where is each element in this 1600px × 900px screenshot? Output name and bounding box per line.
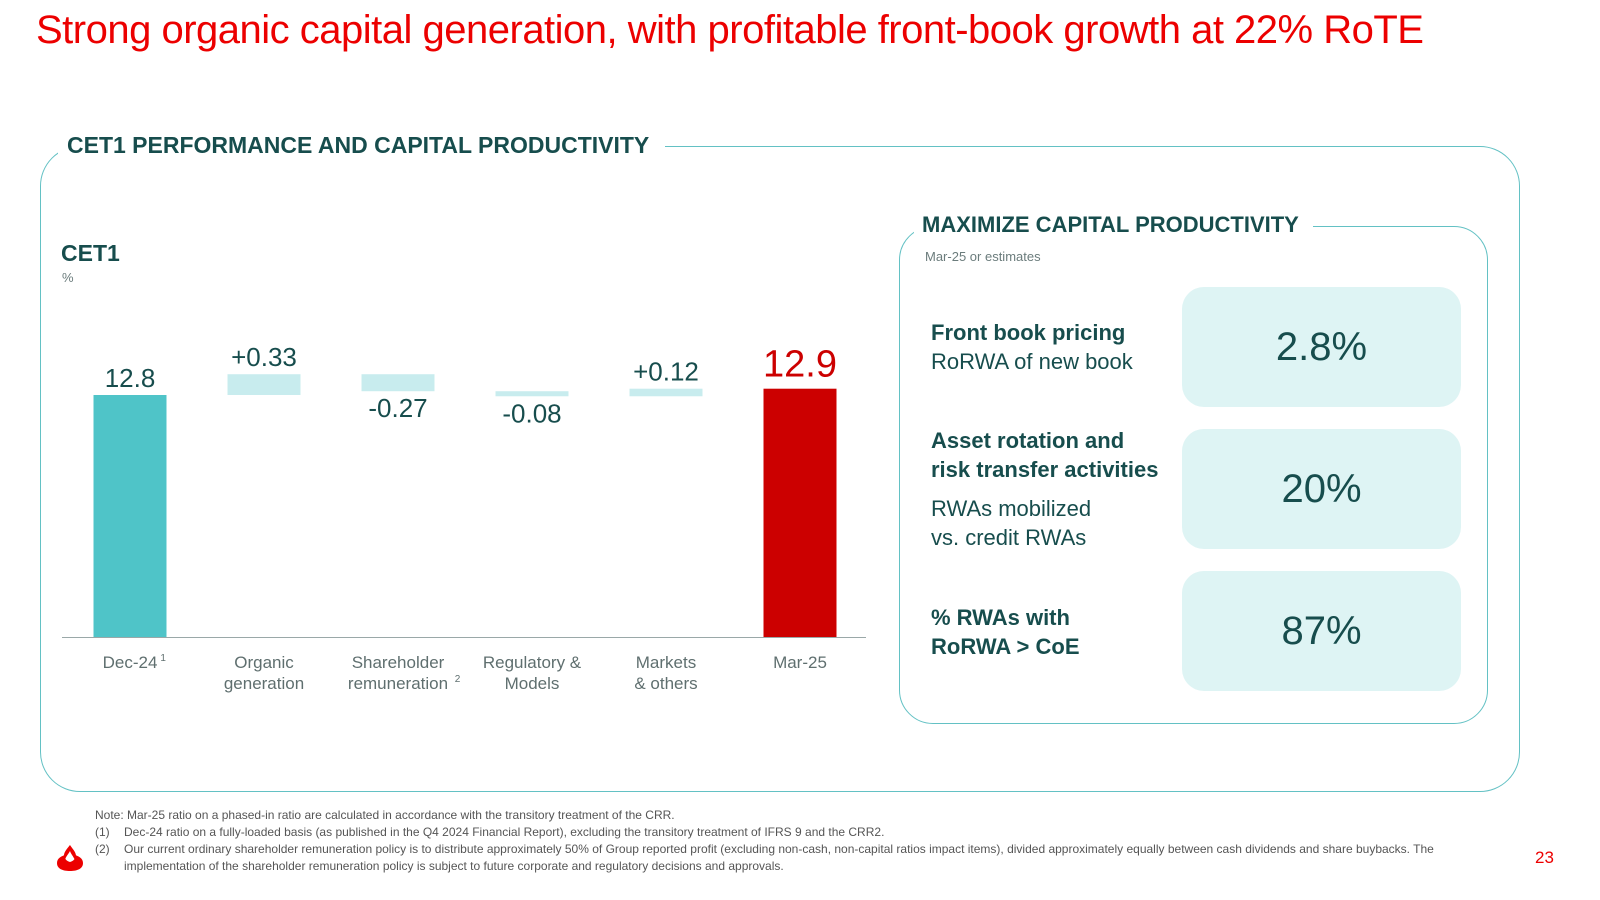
footnote-number: (1)	[95, 825, 110, 839]
note-text: Note: Mar-25 ratio on a phased-in ratio …	[95, 808, 675, 822]
category-label: & others	[634, 674, 697, 693]
metric-description: RWAs mobilized	[931, 496, 1092, 521]
section-title: CET1 PERFORMANCE AND CAPITAL PRODUCTIVIT…	[58, 132, 666, 159]
bar-3	[361, 374, 435, 392]
bar-4	[495, 391, 569, 397]
data-label-2: +0.33	[231, 342, 297, 372]
metric-title: Asset rotation and	[931, 428, 1125, 453]
metric-description-line2: vs. credit RWAs	[931, 525, 1087, 550]
category-label: Shareholder	[352, 653, 445, 672]
metric-front-book-value: 2.8%	[1182, 287, 1461, 407]
bar-6	[763, 388, 837, 637]
category-label: Mar-25	[773, 653, 827, 672]
category-label: remuneration	[348, 674, 448, 693]
chart-title: CET1	[61, 240, 120, 266]
data-label-1: 12.8	[105, 363, 156, 393]
category-footnote-marker: 2	[455, 674, 461, 685]
footnote-text: Dec-24 ratio on a fully-loaded basis (as…	[124, 825, 885, 839]
panel-subtitle: Mar-25 or estimates	[925, 249, 1041, 264]
santander-flame-logo	[57, 845, 83, 871]
bar-1	[93, 395, 167, 637]
bar-2	[227, 374, 301, 395]
data-label-6: 12.9	[763, 344, 837, 386]
footnotes: Note: Mar-25 ratio on a phased-in ratio …	[95, 807, 1515, 875]
footnote-2: (2) Our current ordinary shareholder rem…	[95, 841, 1515, 875]
data-label-4: -0.08	[502, 398, 561, 428]
chart-unit: %	[62, 270, 74, 285]
slide-title: Strong organic capital generation, with …	[36, 8, 1424, 52]
metric-asset-rotation-label: Asset rotation and risk transfer activit…	[931, 426, 1158, 552]
metric-title-line2: risk transfer activities	[931, 457, 1159, 482]
footnote-number: (2)	[95, 842, 110, 856]
footnote-text: Our current ordinary shareholder remuner…	[124, 842, 1434, 873]
metric-title: % RWAs with	[931, 605, 1070, 630]
category-label: Organic	[234, 653, 294, 672]
data-label-5: +0.12	[633, 357, 699, 387]
cet1-waterfall-chart: 12.8 Dec-24 1 +0.33 Organic generation -0.27 Sh…	[62, 342, 866, 693]
category-label: Markets	[636, 653, 696, 672]
category-label: Regulatory &	[483, 653, 582, 672]
metric-description: RoRWA of new book	[931, 349, 1133, 374]
category-label: Models	[505, 674, 560, 693]
metric-asset-rotation-value: 20%	[1182, 429, 1461, 549]
metric-front-book-label: Front book pricing RoRWA of new book	[931, 318, 1133, 376]
category-label: Dec-24	[103, 653, 158, 672]
metric-title: Front book pricing	[931, 320, 1126, 345]
metric-rwas-coe-label: % RWAs with RoRWA > CoE	[931, 603, 1080, 661]
page-number: 23	[1535, 848, 1554, 867]
metric-title-line2: RoRWA > CoE	[931, 634, 1080, 659]
panel-title: MAXIMIZE CAPITAL PRODUCTIVITY	[914, 212, 1313, 238]
metric-rwas-coe-value: 87%	[1182, 571, 1461, 691]
bar-5	[629, 388, 703, 397]
category-footnote-marker: 1	[160, 653, 166, 664]
category-label: generation	[224, 674, 304, 693]
data-label-3: -0.27	[368, 393, 427, 423]
cet1-section-frame	[40, 146, 1520, 792]
footnote-1: (1) Dec-24 ratio on a fully-loaded basis…	[95, 824, 1515, 841]
